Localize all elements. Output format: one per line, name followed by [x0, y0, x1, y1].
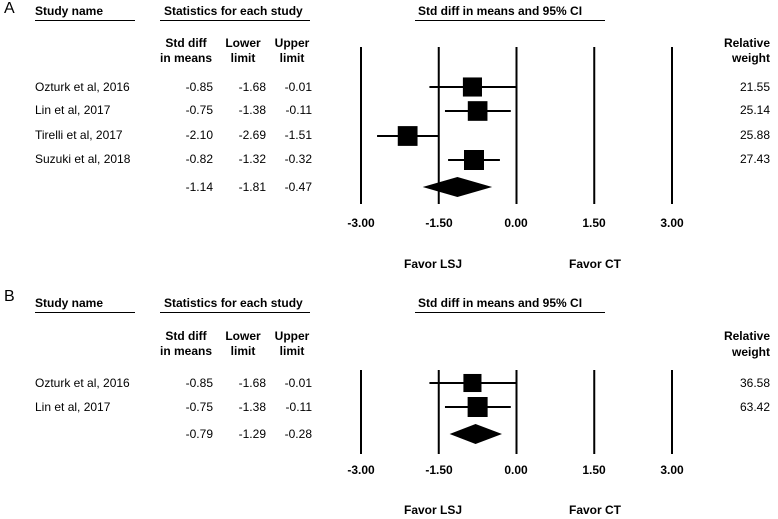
x-tick-label: 0.00	[504, 463, 528, 477]
relative-weight-value: 27.43	[739, 152, 770, 166]
header-underline	[415, 312, 605, 313]
header-ci: Std diff in means and 95% CI	[418, 4, 583, 18]
std-diff-value: -0.85	[185, 80, 213, 94]
effect-size-square	[397, 126, 418, 146]
x-tick-label: 1.50	[582, 216, 606, 230]
header-lower-line1: Lower	[225, 329, 261, 343]
lower-limit-value: -1.68	[238, 80, 266, 94]
header-std-diff-line1: Std diff	[165, 329, 207, 343]
header-lower-line1: Lower	[225, 36, 261, 50]
header-lower-line2: limit	[230, 51, 256, 65]
upper-limit-value: -0.01	[284, 376, 312, 390]
upper-limit-value: -1.51	[284, 128, 312, 142]
header-underline	[160, 312, 310, 313]
x-tick-label: 1.50	[582, 463, 606, 477]
header-study-name: Study name	[35, 4, 104, 18]
relative-weight-value: 25.14	[739, 103, 770, 117]
header-weight-line2: weight	[732, 345, 770, 359]
panel-label: B	[4, 288, 15, 305]
effect-size-square	[462, 77, 482, 97]
forest-plot-panel-b: B Study name Statistics for each study S…	[0, 259, 778, 519]
study-name: Tirelli et al, 2017	[35, 128, 123, 142]
lower-limit-value: -1.38	[238, 103, 266, 117]
relative-weight-value: 63.42	[739, 400, 770, 414]
header-weight-line2: weight	[732, 51, 770, 65]
header-study-name: Study name	[35, 296, 104, 310]
favor-lsj-label: Favor LSJ	[403, 257, 463, 271]
header-ci: Std diff in means and 95% CI	[418, 296, 583, 310]
forest-plot-area	[360, 370, 673, 454]
effect-size-square	[463, 373, 482, 393]
header-upper-line2: limit	[279, 344, 305, 358]
effect-size-square	[467, 101, 488, 121]
x-tick-label: -1.50	[425, 463, 453, 477]
header-underline	[415, 20, 605, 21]
study-name: Lin et al, 2017	[35, 400, 111, 414]
header-weight-line1: Relative	[723, 329, 770, 343]
x-tick-label: 3.00	[660, 463, 684, 477]
summary-std-diff-value: -0.79	[185, 427, 213, 441]
favor-ct-label: Favor CT	[568, 503, 622, 517]
summary-upper-limit-value: -0.47	[284, 180, 312, 194]
x-tick-label: 3.00	[660, 216, 684, 230]
favor-lsj-label: Favor LSJ	[403, 503, 463, 517]
lower-limit-value: -2.69	[238, 128, 266, 142]
std-diff-value: -0.82	[185, 152, 213, 166]
study-name: Ozturk et al, 2016	[35, 80, 130, 94]
summary-diamond	[449, 424, 502, 444]
std-diff-value: -0.75	[185, 103, 213, 117]
header-statistics: Statistics for each study	[164, 4, 303, 18]
header-std-diff-line2: in means	[159, 344, 213, 358]
header-weight-line1: Relative	[723, 36, 770, 50]
x-tick-label: -3.00	[347, 216, 375, 230]
relative-weight-value: 21.55	[739, 80, 770, 94]
std-diff-value: -2.10	[185, 128, 213, 142]
std-diff-value: -0.75	[185, 400, 213, 414]
forest-plot-area	[360, 47, 673, 204]
study-name: Lin et al, 2017	[35, 103, 111, 117]
header-lower-line2: limit	[230, 344, 256, 358]
upper-limit-value: -0.11	[285, 400, 312, 414]
lower-limit-value: -1.38	[238, 400, 266, 414]
summary-lower-limit-value: -1.81	[238, 180, 266, 194]
std-diff-value: -0.85	[185, 376, 213, 390]
favor-ct-label: Favor CT	[568, 257, 622, 271]
panel-label: A	[4, 0, 15, 17]
relative-weight-value: 25.88	[739, 128, 770, 142]
relative-weight-value: 36.58	[739, 376, 770, 390]
header-upper-line1: Upper	[274, 329, 310, 343]
lower-limit-value: -1.68	[238, 376, 266, 390]
x-tick-label: -3.00	[347, 463, 375, 477]
header-underline	[35, 20, 135, 21]
upper-limit-value: -0.11	[285, 103, 312, 117]
study-name: Ozturk et al, 2016	[35, 376, 130, 390]
header-std-diff-line2: in means	[159, 51, 213, 65]
summary-upper-limit-value: -0.28	[284, 427, 312, 441]
header-underline	[160, 20, 310, 21]
forest-plot-panel-a: A Study name Statistics for each study S…	[0, 0, 778, 271]
header-statistics: Statistics for each study	[164, 296, 303, 310]
header-upper-line2: limit	[279, 51, 305, 65]
summary-diamond	[422, 177, 493, 197]
upper-limit-value: -0.32	[284, 152, 312, 166]
x-tick-label: 0.00	[504, 216, 528, 230]
lower-limit-value: -1.32	[238, 152, 266, 166]
study-name: Suzuki et al, 2018	[35, 152, 131, 166]
summary-lower-limit-value: -1.29	[238, 427, 266, 441]
header-std-diff-line1: Std diff	[165, 36, 207, 50]
summary-std-diff-value: -1.14	[185, 180, 213, 194]
effect-size-square	[463, 150, 484, 170]
effect-size-square	[467, 397, 488, 417]
upper-limit-value: -0.01	[284, 80, 312, 94]
x-tick-label: -1.50	[425, 216, 453, 230]
header-underline	[35, 312, 135, 313]
header-upper-line1: Upper	[274, 36, 310, 50]
